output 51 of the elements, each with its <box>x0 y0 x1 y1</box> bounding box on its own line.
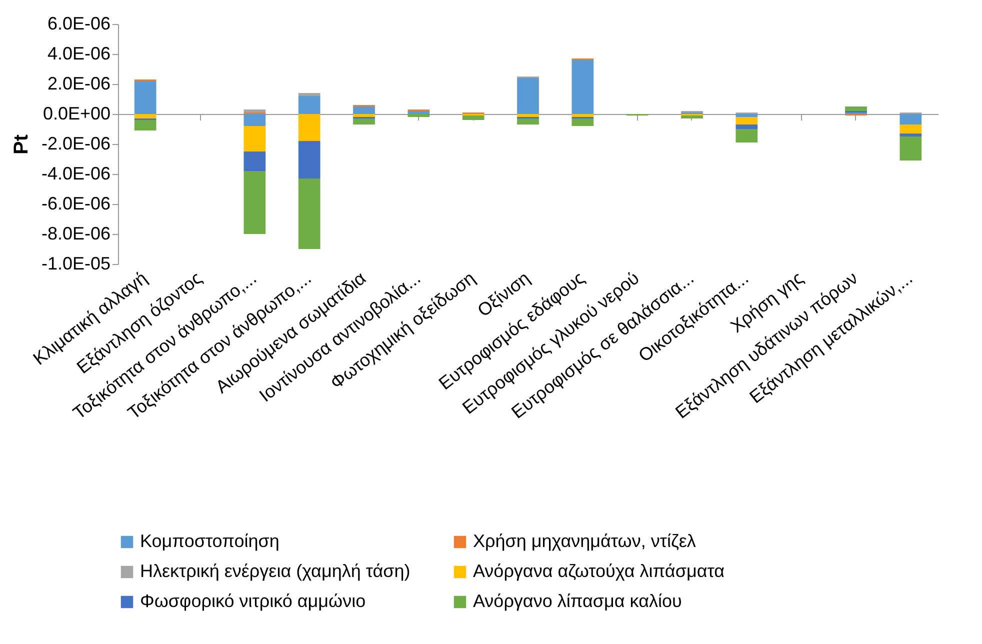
bar <box>244 126 266 152</box>
bar <box>572 118 594 126</box>
legend-label: Φωσφορικό νιτρικό αμμώνιο <box>140 591 366 611</box>
bar <box>353 106 375 114</box>
bar <box>408 114 430 117</box>
legend-label: Κομποστοποίηση <box>140 531 280 551</box>
bar <box>845 106 867 111</box>
bar <box>736 114 758 117</box>
y-tick-label: -6.0E-06 <box>41 194 110 214</box>
bar <box>736 129 758 142</box>
y-tick-label: -2.0E-06 <box>41 134 110 154</box>
legend-label: Ανόργανο λίπασμα καλίου <box>473 591 682 611</box>
bar <box>244 110 266 112</box>
bar <box>134 114 156 118</box>
y-tick-label: -1.0E-05 <box>41 254 110 274</box>
y-tick-label: -8.0E-06 <box>41 224 110 244</box>
bar <box>681 116 703 118</box>
bar <box>244 171 266 234</box>
bar <box>517 118 539 124</box>
bar <box>462 116 484 120</box>
y-tick-label: 2.0E-06 <box>47 74 110 94</box>
legend-label: Ανόργανα αζωτούχα λιπάσματα <box>473 561 724 581</box>
bar <box>572 114 594 117</box>
bar <box>353 118 375 124</box>
y-axis-title: Pt <box>10 134 32 154</box>
legend-label: Χρήση μηχανημάτων, ντίζελ <box>473 531 696 551</box>
bar <box>298 114 320 141</box>
bar <box>298 141 320 178</box>
bar <box>900 134 922 136</box>
bar <box>353 114 375 117</box>
bar <box>900 114 922 124</box>
y-tick-label: 4.0E-06 <box>47 44 110 64</box>
bar <box>298 96 320 114</box>
bar <box>517 114 539 117</box>
bar <box>517 78 539 114</box>
bar <box>244 114 266 126</box>
bar <box>408 111 430 114</box>
bar <box>134 81 156 114</box>
legend-label: Ηλεκτρική ενέργεια (χαμηλή τάση) <box>140 561 410 581</box>
bar <box>900 124 922 134</box>
bar <box>244 152 266 171</box>
bar <box>736 124 758 129</box>
bar <box>298 93 320 96</box>
bar <box>572 60 594 114</box>
bar <box>134 120 156 130</box>
y-tick-label: 6.0E-06 <box>47 14 110 34</box>
bar <box>736 117 758 124</box>
y-tick-label: 0.0E+00 <box>42 104 110 124</box>
bar <box>298 178 320 249</box>
bar <box>900 136 922 160</box>
y-tick-label: -4.0E-06 <box>41 164 110 184</box>
